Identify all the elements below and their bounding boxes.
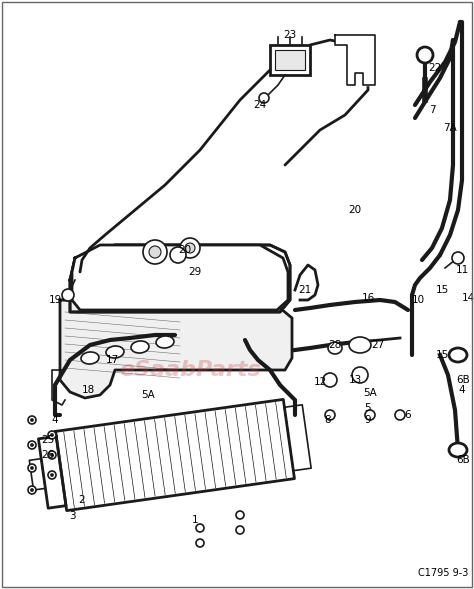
Text: 5A: 5A xyxy=(363,388,377,398)
Circle shape xyxy=(48,451,56,459)
Circle shape xyxy=(30,444,34,446)
Text: 3: 3 xyxy=(69,511,75,521)
Circle shape xyxy=(28,464,36,472)
Text: C1795 9-3: C1795 9-3 xyxy=(418,568,468,578)
Text: 18: 18 xyxy=(82,385,95,395)
Circle shape xyxy=(417,47,433,63)
Circle shape xyxy=(196,524,204,532)
Text: 4: 4 xyxy=(459,385,465,395)
Text: 15: 15 xyxy=(436,285,448,295)
Text: 19: 19 xyxy=(48,295,62,305)
Text: 28: 28 xyxy=(328,340,342,350)
Text: 20: 20 xyxy=(178,245,191,255)
Circle shape xyxy=(51,474,54,477)
Ellipse shape xyxy=(349,337,371,353)
Text: 21: 21 xyxy=(298,285,311,295)
Circle shape xyxy=(48,431,56,439)
Circle shape xyxy=(149,246,161,258)
Text: 23: 23 xyxy=(283,30,297,40)
Text: 1: 1 xyxy=(191,515,198,525)
Text: 16: 16 xyxy=(361,293,374,303)
Circle shape xyxy=(143,240,167,264)
Circle shape xyxy=(51,434,54,436)
Bar xyxy=(275,50,305,70)
Circle shape xyxy=(180,238,200,258)
Text: 6B: 6B xyxy=(456,375,470,385)
Text: 6B: 6B xyxy=(456,455,470,465)
Ellipse shape xyxy=(81,352,99,364)
Circle shape xyxy=(196,539,204,547)
Ellipse shape xyxy=(156,336,174,348)
Circle shape xyxy=(30,466,34,469)
Circle shape xyxy=(48,471,56,479)
Circle shape xyxy=(259,93,269,103)
Polygon shape xyxy=(60,300,292,398)
Circle shape xyxy=(236,511,244,519)
Circle shape xyxy=(325,410,335,420)
Circle shape xyxy=(185,243,195,253)
Text: 10: 10 xyxy=(411,295,425,305)
Ellipse shape xyxy=(106,346,124,358)
Circle shape xyxy=(51,454,54,456)
Text: 17: 17 xyxy=(105,355,118,365)
Polygon shape xyxy=(70,245,290,312)
Polygon shape xyxy=(72,245,288,310)
Polygon shape xyxy=(335,35,375,85)
Text: 14: 14 xyxy=(461,293,474,303)
Text: 13: 13 xyxy=(348,375,362,385)
Circle shape xyxy=(28,416,36,424)
Circle shape xyxy=(352,367,368,383)
Text: 26: 26 xyxy=(41,450,55,460)
Text: 7A: 7A xyxy=(443,123,457,133)
Circle shape xyxy=(30,488,34,491)
Text: 5A: 5A xyxy=(141,390,155,400)
Ellipse shape xyxy=(449,348,467,362)
Circle shape xyxy=(395,410,405,420)
Text: 8: 8 xyxy=(325,415,331,425)
Text: 15: 15 xyxy=(436,350,448,360)
Text: 22: 22 xyxy=(428,63,442,73)
Circle shape xyxy=(236,526,244,534)
Text: 2: 2 xyxy=(79,495,85,505)
Text: 11: 11 xyxy=(456,265,469,275)
Bar xyxy=(270,45,310,75)
Circle shape xyxy=(28,441,36,449)
Text: 6: 6 xyxy=(405,410,411,420)
Text: 29: 29 xyxy=(188,267,201,277)
Ellipse shape xyxy=(449,443,467,457)
Text: 12: 12 xyxy=(313,377,327,387)
Text: 7: 7 xyxy=(428,105,435,115)
Circle shape xyxy=(365,410,375,420)
Circle shape xyxy=(323,373,337,387)
Ellipse shape xyxy=(328,342,342,354)
Text: 24: 24 xyxy=(254,100,266,110)
Text: 4: 4 xyxy=(52,415,58,425)
Circle shape xyxy=(30,419,34,422)
Text: 27: 27 xyxy=(371,340,384,350)
Ellipse shape xyxy=(131,341,149,353)
Circle shape xyxy=(62,289,74,301)
Circle shape xyxy=(452,252,464,264)
Circle shape xyxy=(28,486,36,494)
Text: 20: 20 xyxy=(348,205,362,215)
Text: 9: 9 xyxy=(365,415,371,425)
Text: 5: 5 xyxy=(365,403,371,413)
Text: eSaabParts: eSaabParts xyxy=(119,360,261,380)
Text: 25: 25 xyxy=(41,435,55,445)
Circle shape xyxy=(170,247,186,263)
